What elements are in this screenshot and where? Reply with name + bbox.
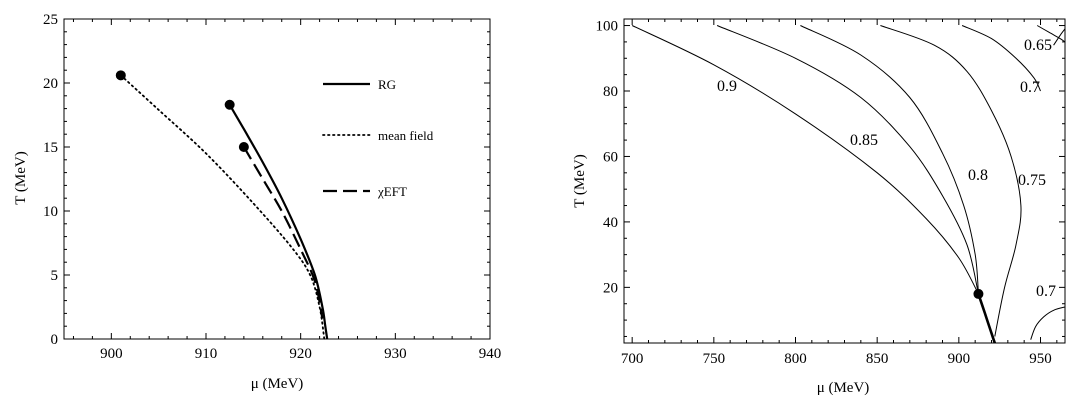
right-y-tick-label: 40 (603, 215, 618, 231)
right-x-tick-label: 900 (948, 351, 971, 367)
left-series-meanfield-line (119, 74, 326, 340)
right-x-axis-label: μ (MeV) (817, 380, 870, 396)
right-tick-labels: 700 750 800 850 900 950 20 40 60 80 100 (596, 19, 1052, 367)
right-plot-frame (623, 18, 1066, 344)
left-y-tick-label: 25 (43, 12, 58, 28)
right-x-tick-label: 950 (1029, 351, 1052, 367)
right-panel-contour-chart: 700 750 800 850 900 950 20 40 60 80 100 0.9 0.85 0.8… (572, 18, 1066, 396)
contour-label: 0.75 (1018, 172, 1046, 189)
contour-label: 0.8 (968, 167, 988, 184)
left-y-tick-label: 15 (43, 140, 58, 156)
contour-line (1053, 28, 1065, 46)
right-x-tick-label: 750 (703, 351, 726, 367)
right-y-axis-label: T (MeV) (572, 154, 588, 207)
contour-line (880, 25, 1022, 337)
right-contour-labels: 0.9 0.85 0.8 0.75 0.7 0.7 0.65 (717, 37, 1056, 300)
contour-line (800, 25, 979, 294)
left-series-group (115, 70, 329, 340)
left-series-endpoint-dot (115, 70, 126, 81)
left-x-tick-label: 910 (195, 346, 218, 362)
right-tick-marks (624, 19, 1065, 343)
left-y-tick-label: 5 (51, 268, 59, 284)
right-y-tick-label: 80 (603, 84, 618, 100)
left-series-rg-line (228, 104, 329, 340)
left-plot-frame (63, 18, 491, 340)
right-contour-group (631, 25, 1065, 343)
legend-label: RG (378, 77, 396, 92)
contour-label: 0.65 (1024, 37, 1052, 54)
contour-line (1036, 25, 1065, 43)
contour-line (631, 25, 979, 295)
left-tick-labels: 900 910 920 930 940 0 5 10 15 20 25 (43, 12, 501, 362)
contour-line (1030, 306, 1065, 340)
right-x-tick-label: 850 (866, 351, 889, 367)
contour-line (716, 25, 979, 295)
left-series-endpoint-dot (224, 99, 235, 110)
left-x-tick-label: 900 (100, 346, 123, 362)
left-x-axis-label: μ (MeV) (251, 376, 304, 392)
right-x-tick-label: 700 (621, 351, 644, 367)
legend-label: χEFT (377, 184, 407, 199)
right-y-tick-label: 60 (603, 149, 618, 165)
left-series-eft-line (242, 146, 324, 319)
left-x-tick-label: 930 (384, 346, 407, 362)
contour-label: 0.85 (850, 132, 878, 149)
contour-label: 0.9 (717, 78, 737, 95)
left-y-tick-label: 20 (43, 76, 58, 92)
left-series-endpoint-dot (238, 142, 249, 152)
left-x-tick-label: 920 (289, 346, 312, 362)
left-y-tick-label: 10 (43, 204, 58, 220)
contour-label: 0.7 (1036, 283, 1056, 300)
contour-label: 0.7 (1020, 79, 1040, 96)
left-tick-marks (64, 18, 491, 340)
right-y-tick-label: 100 (596, 19, 619, 35)
legend-label: mean field (378, 128, 434, 143)
right-y-tick-label: 20 (603, 280, 618, 296)
left-y-axis-label: T (MeV) (13, 151, 29, 204)
left-y-tick-label: 0 (51, 332, 59, 348)
right-x-tick-label: 800 (784, 351, 807, 367)
left-legend: RG mean field χEFT (322, 77, 434, 199)
left-x-tick-label: 940 (479, 346, 502, 362)
critical-point-dot (973, 288, 984, 299)
first-order-transition-line (977, 293, 997, 343)
left-panel-tc-chart: 900 910 920 930 940 0 5 10 15 20 25 RG mean field χE… (13, 12, 501, 392)
contour-line (961, 25, 1041, 92)
